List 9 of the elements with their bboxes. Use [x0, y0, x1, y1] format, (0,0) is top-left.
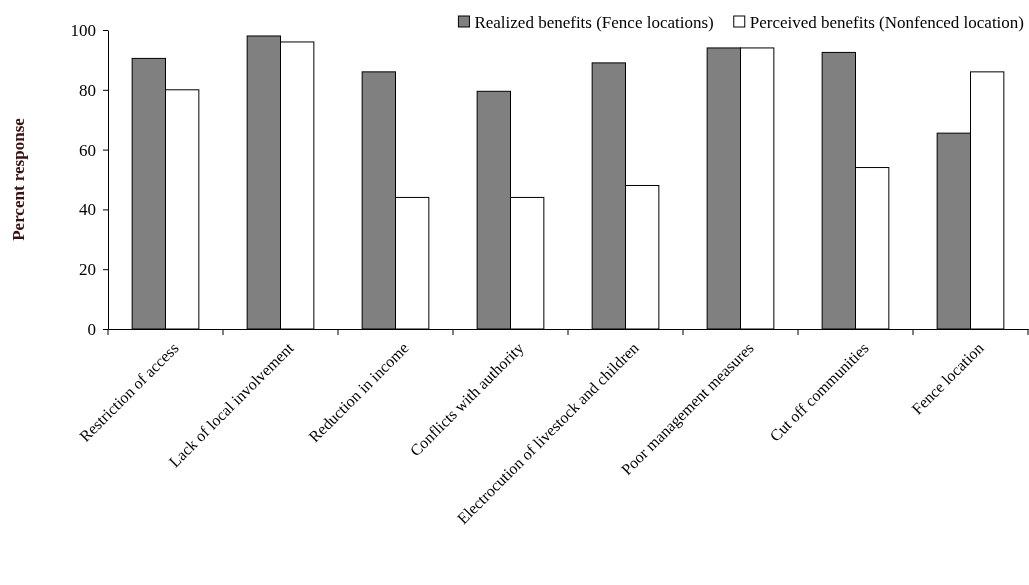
legend-label: Realized benefits (Fence locations) [474, 13, 714, 32]
y-tick-label: 100 [70, 20, 96, 40]
y-tick-label: 60 [79, 140, 96, 160]
legend-label: Perceived benefits (Nonfenced location) [749, 13, 1024, 32]
y-tick-label: 40 [79, 200, 96, 220]
y-tick-label: 0 [87, 319, 96, 339]
y-tick-label: 80 [79, 80, 96, 100]
y-tick-label: 20 [79, 260, 96, 280]
y-axis-title: Percent response [9, 117, 28, 241]
